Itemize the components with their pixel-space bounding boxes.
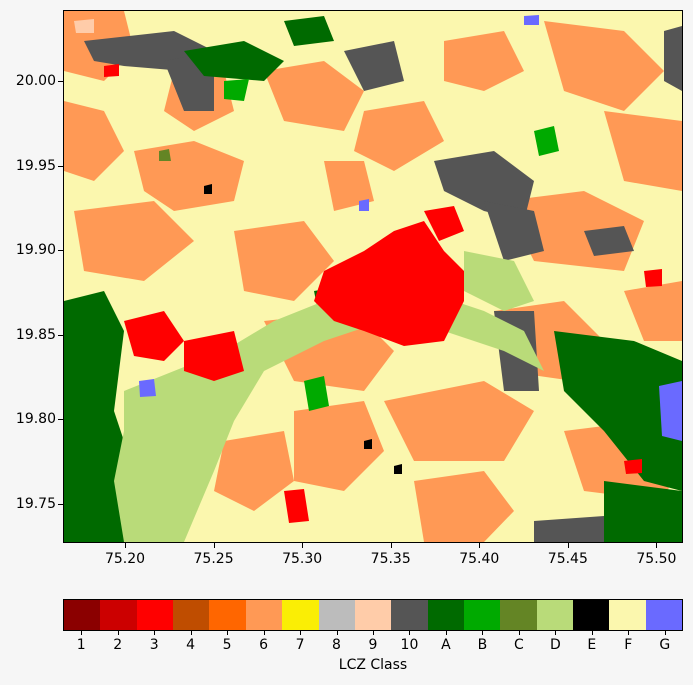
colorbar-label-6: 6: [259, 637, 269, 653]
colorbar-swatch-A: [427, 600, 464, 630]
y-tick-mark: [58, 419, 63, 421]
y-tick-label: 20.00: [15, 73, 56, 90]
y-tick-mark: [58, 165, 63, 167]
colorbar-label-C: C: [513, 637, 524, 653]
x-tick-mark: [567, 543, 569, 548]
colorbar-tick: [445, 631, 447, 635]
colorbar-swatch-F: [609, 600, 646, 630]
x-tick-mark: [302, 543, 304, 548]
colorbar-swatch-10: [391, 600, 428, 630]
y-tick-mark: [58, 81, 63, 83]
x-tick-label: 75.25: [193, 551, 234, 567]
colorbar-swatch-D: [536, 600, 574, 630]
colorbar-swatch-7: [282, 600, 319, 630]
colorbar-swatch-1: [64, 600, 101, 630]
zone-B-patches: [224, 79, 559, 411]
colorbar-tick: [336, 631, 338, 635]
colorbar-swatch-3: [136, 600, 174, 630]
colorbar-label-E: E: [587, 637, 597, 653]
lcz-raster: [64, 11, 682, 542]
zone-D-patches: [114, 251, 544, 542]
colorbar-title: LCZ Class: [338, 657, 408, 673]
colorbar-swatch-2: [100, 600, 137, 630]
x-tick-label: 75.40: [459, 551, 500, 567]
colorbar-swatch-G: [645, 600, 683, 630]
x-tick-label: 75.35: [370, 551, 411, 567]
colorbar-label-8: 8: [332, 637, 341, 653]
colorbar-tick: [591, 631, 593, 635]
x-tick-label: 75.30: [282, 551, 323, 567]
zone-9-patches: [74, 19, 94, 33]
zone-3-patches: [104, 64, 662, 523]
colorbar-tick: [482, 631, 484, 635]
colorbar-label-F: F: [624, 637, 633, 653]
colorbar-tick: [300, 631, 302, 635]
x-tick-label: 75.45: [547, 551, 588, 567]
colorbar-label-1: 1: [76, 637, 86, 653]
zone-G-patches: [139, 15, 682, 441]
colorbar-label-4: 4: [186, 637, 196, 653]
colorbar-tick: [263, 631, 265, 635]
colorbar-swatch-C: [500, 600, 537, 630]
colorbar-tick: [373, 631, 374, 635]
colorbar-swatch-8: [318, 600, 355, 630]
colorbar-label-10: 10: [400, 637, 419, 653]
x-tick-label: 75.20: [104, 551, 146, 567]
colorbar-tick: [227, 631, 229, 635]
colorbar-label-2: 2: [113, 637, 123, 653]
colorbar-tick: [518, 631, 520, 635]
y-tick-label: 19.75: [15, 496, 56, 513]
colorbar-tick: [628, 631, 630, 635]
colorbar-tick: [81, 631, 83, 635]
colorbar-label-3: 3: [149, 637, 159, 653]
y-tick-mark: [58, 334, 63, 336]
y-tick-label: 19.85: [15, 326, 56, 343]
y-tick-label: 19.80: [15, 411, 56, 428]
colorbar-swatch-4: [173, 600, 210, 630]
colorbar-tick: [555, 631, 557, 635]
x-tick-label: 75.50: [636, 551, 677, 567]
x-tick-mark: [125, 543, 126, 548]
colorbar-label-7: 7: [295, 637, 305, 653]
colorbar-tick: [409, 631, 411, 635]
y-tick-label: 19.95: [15, 157, 56, 174]
y-tick-mark: [58, 504, 63, 506]
colorbar-swatch-5: [209, 600, 246, 630]
colorbar-tick: [190, 631, 192, 635]
colorbar-swatch-9: [354, 600, 392, 630]
colorbar-swatch-6: [245, 600, 283, 630]
x-tick-mark: [213, 543, 215, 548]
colorbar-label-A: A: [441, 637, 451, 653]
colorbar-swatch-E: [573, 600, 610, 630]
colorbar-label-9: 9: [368, 637, 378, 653]
x-tick-mark: [656, 543, 658, 548]
colorbar-label-5: 5: [222, 637, 232, 653]
zone-C-patches: [159, 149, 171, 161]
colorbar-label-G: G: [659, 637, 671, 653]
colorbar-label-D: D: [549, 637, 561, 653]
zone-6-patches: [64, 11, 682, 542]
colorbar-swatch-B: [463, 600, 501, 630]
colorbar-tick: [664, 631, 666, 635]
colorbar-tick: [154, 631, 156, 635]
x-tick-mark: [390, 543, 392, 548]
lcz-colorbar: [63, 599, 683, 631]
zone-E-patches: [204, 184, 402, 474]
colorbar-label-B: B: [477, 637, 488, 653]
lcz-map: [63, 10, 683, 543]
y-tick-mark: [58, 250, 63, 252]
x-tick-mark: [479, 543, 481, 548]
colorbar-tick: [117, 631, 119, 635]
y-tick-label: 19.90: [15, 242, 56, 259]
